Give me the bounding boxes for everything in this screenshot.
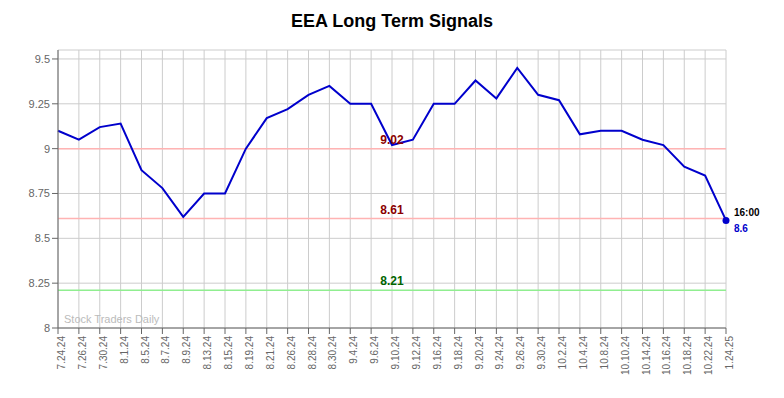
- svg-text:8.75: 8.75: [29, 187, 50, 199]
- svg-text:7.26.24: 7.26.24: [77, 336, 88, 370]
- svg-text:8: 8: [44, 322, 50, 334]
- svg-text:10.14.24: 10.14.24: [641, 336, 652, 375]
- svg-text:8.9.24: 8.9.24: [181, 336, 192, 364]
- svg-text:8.26.24: 8.26.24: [286, 336, 297, 370]
- svg-text:9.10.24: 9.10.24: [390, 336, 401, 370]
- svg-text:8.15.24: 8.15.24: [223, 336, 234, 370]
- svg-text:8.1.24: 8.1.24: [119, 336, 130, 364]
- svg-text:9.6.24: 9.6.24: [369, 336, 380, 364]
- svg-text:8.7.24: 8.7.24: [160, 336, 171, 364]
- svg-text:8.13.24: 8.13.24: [202, 336, 213, 370]
- svg-text:9.16.24: 9.16.24: [432, 336, 443, 370]
- html-text:EEA Long Term Signals: EEA Long Term Signals: [291, 11, 493, 31]
- svg-text:9.20.24: 9.20.24: [474, 336, 485, 370]
- svg-text:9.12.24: 9.12.24: [411, 336, 422, 370]
- svg-text:8.21.24: 8.21.24: [265, 336, 276, 370]
- svg-text:10.16.24: 10.16.24: [661, 336, 672, 375]
- svg-text:8.19.24: 8.19.24: [244, 336, 255, 370]
- svg-text:10.2.24: 10.2.24: [557, 336, 568, 370]
- svg-text:1.24.25: 1.24.25: [724, 336, 735, 370]
- svg-text:8.6: 8.6: [734, 223, 748, 234]
- svg-text:10.10.24: 10.10.24: [620, 336, 631, 375]
- svg-text:10.22.24: 10.22.24: [703, 336, 714, 375]
- svg-text:8.61: 8.61: [380, 203, 404, 217]
- svg-text:9.25: 9.25: [29, 98, 50, 110]
- svg-text:10.8.24: 10.8.24: [599, 336, 610, 370]
- svg-text:8.5: 8.5: [35, 232, 50, 244]
- svg-text:8.21: 8.21: [380, 274, 404, 288]
- svg-text:9: 9: [44, 143, 50, 155]
- svg-text:7.30.24: 7.30.24: [98, 336, 109, 370]
- svg-text:8.28.24: 8.28.24: [307, 336, 318, 370]
- svg-text:10.18.24: 10.18.24: [682, 336, 693, 375]
- svg-text:16:00: 16:00: [734, 207, 760, 218]
- svg-text:9.4.24: 9.4.24: [348, 336, 359, 364]
- svg-text:9.5: 9.5: [35, 53, 50, 65]
- svg-text:8.25: 8.25: [29, 277, 50, 289]
- svg-text:10.4.24: 10.4.24: [578, 336, 589, 370]
- svg-text:9.30.24: 9.30.24: [536, 336, 547, 370]
- svg-text:9.02: 9.02: [380, 133, 404, 147]
- svg-text:9.18.24: 9.18.24: [453, 336, 464, 370]
- svg-text:7.24.24: 7.24.24: [56, 336, 67, 370]
- svg-text:Stock Traders Daily: Stock Traders Daily: [64, 313, 160, 325]
- svg-text:9.26.24: 9.26.24: [515, 336, 526, 370]
- svg-text:8.5.24: 8.5.24: [140, 336, 151, 364]
- svg-text:9.24.24: 9.24.24: [494, 336, 505, 370]
- svg-text:8.30.24: 8.30.24: [327, 336, 338, 370]
